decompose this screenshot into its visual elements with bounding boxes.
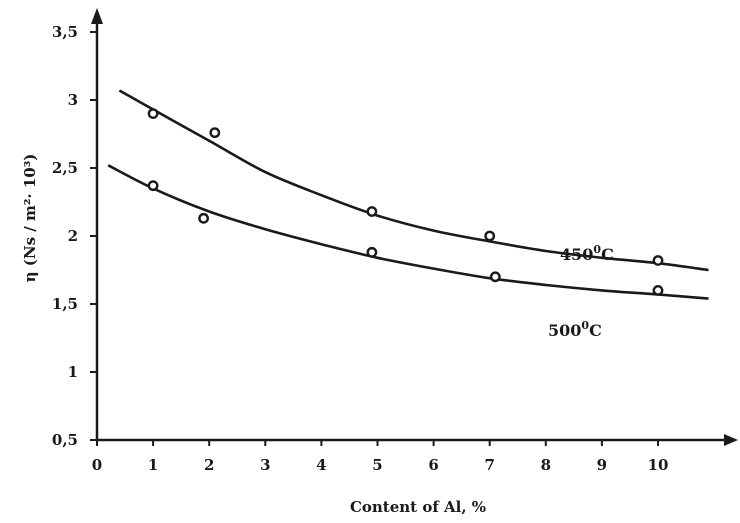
x-axis-title: Content of Al, %	[350, 498, 486, 516]
x-tick-label: 8	[541, 456, 551, 474]
y-tick-label: 2	[68, 227, 78, 245]
x-tick-label: 3	[260, 456, 270, 474]
x-tick-label: 10	[648, 456, 669, 474]
x-tick-label: 0	[92, 456, 102, 474]
data-point	[209, 127, 221, 139]
series-label-500-unit: C	[589, 321, 602, 340]
series-label-500: 5000C	[548, 319, 602, 340]
series-curve	[118, 89, 709, 272]
x-axis-arrow	[724, 434, 738, 446]
x-tick-label: 9	[597, 456, 607, 474]
y-axis-ticks: 0,5 1 1,5 2 2,5 3 3,5	[52, 23, 97, 449]
series-label-500-value: 500	[548, 321, 581, 340]
y-axis-title: η (Ns / m²· 10³)	[21, 154, 39, 283]
series-curve	[107, 164, 709, 300]
series-label-450-unit: C	[601, 245, 614, 264]
y-tick-label: 0,5	[52, 431, 78, 449]
x-tick-label: 5	[372, 456, 382, 474]
x-tick-label: 6	[428, 456, 438, 474]
y-tick-label: 1,5	[52, 295, 78, 313]
data-point	[198, 212, 209, 224]
data-point	[652, 284, 664, 296]
data-point	[147, 180, 159, 192]
x-tick-label: 7	[484, 456, 494, 474]
x-tick-label: 1	[148, 456, 158, 474]
x-tick-label: 4	[316, 456, 326, 474]
series-label-450-degree: 0	[593, 243, 601, 256]
data-point	[652, 255, 664, 266]
y-tick-label: 3	[68, 91, 78, 109]
y-tick-label: 2,5	[52, 159, 78, 177]
series-label-450: 4500C	[560, 243, 614, 264]
x-tick-label: 2	[204, 456, 214, 474]
axes	[91, 8, 738, 446]
series-layer	[107, 89, 709, 300]
x-axis-ticks: 0 1 2 3 4 5 6 7 8 9 10	[92, 440, 669, 474]
y-tick-label: 3,5	[52, 23, 78, 41]
data-point	[366, 246, 378, 258]
series-label-450-value: 450	[560, 245, 593, 264]
data-point	[489, 271, 501, 283]
y-axis-arrow	[91, 8, 103, 24]
series-label-500-degree: 0	[581, 319, 589, 332]
data-point	[147, 108, 159, 120]
data-point	[484, 230, 496, 242]
y-tick-label: 1	[68, 363, 78, 381]
series-500	[107, 164, 709, 300]
series-450	[118, 89, 709, 272]
data-point	[366, 206, 378, 217]
